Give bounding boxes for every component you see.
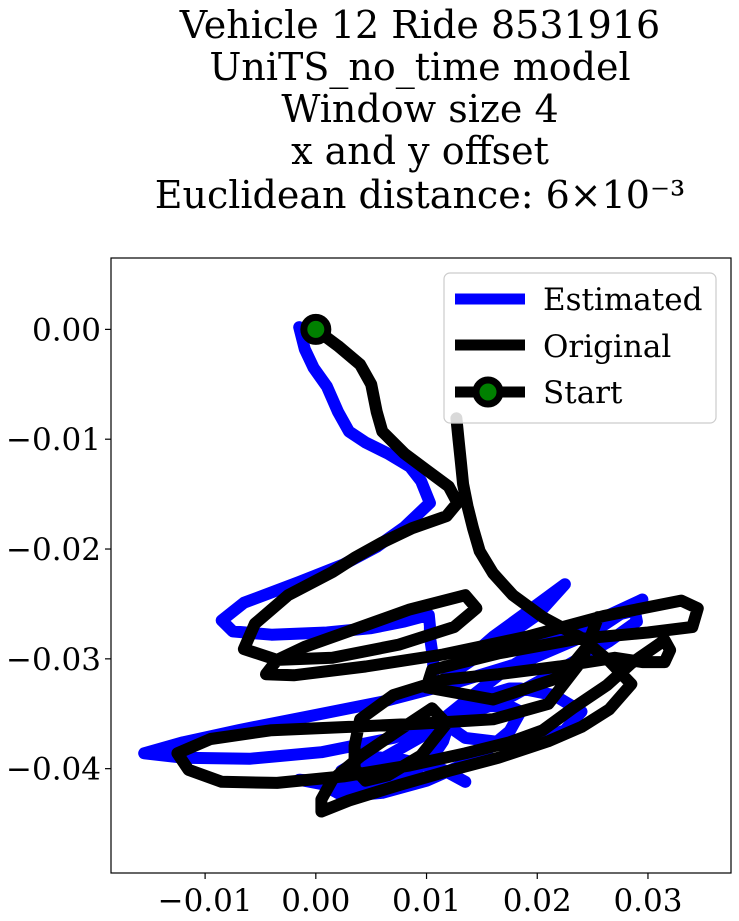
title-line-2: UniTS_no_time model	[209, 45, 630, 90]
y-tick-label: −0.03	[6, 642, 101, 678]
chart-title: Vehicle 12 Ride 8531916 UniTS_no_time mo…	[155, 3, 686, 217]
y-tick-label: −0.01	[6, 422, 101, 458]
y-axis: 0.00 −0.01 −0.02 −0.03 −0.04	[6, 312, 111, 788]
x-axis: −0.01 0.00 0.01 0.02 0.03	[158, 873, 682, 919]
title-line-4: x and y offset	[291, 129, 549, 173]
legend-swatch-start-marker	[472, 376, 504, 408]
series-layer	[138, 321, 704, 818]
legend-label-start: Start	[543, 375, 623, 411]
y-tick-label: 0.00	[32, 312, 101, 348]
start-marker	[300, 313, 332, 345]
x-tick-label: 0.02	[503, 883, 572, 919]
legend-label-estimated: Estimated	[543, 282, 702, 318]
x-tick-label: 0.00	[281, 883, 350, 919]
x-tick-label: 0.03	[613, 883, 682, 919]
x-tick-label: −0.01	[158, 883, 253, 919]
title-line-3: Window size 4	[281, 87, 558, 131]
title-line-1: Vehicle 12 Ride 8531916	[179, 3, 660, 47]
legend-label-original: Original	[543, 329, 671, 365]
start-layer	[300, 313, 332, 345]
y-tick-label: −0.04	[6, 752, 101, 788]
series-line-original	[171, 323, 704, 818]
title-line-5: Euclidean distance: 6×10⁻³	[155, 173, 686, 217]
y-tick-label: −0.02	[6, 532, 101, 568]
legend-box	[443, 272, 717, 424]
x-tick-label: 0.01	[392, 883, 461, 919]
plot-frame	[110, 257, 732, 874]
legend: Estimated Original Start	[443, 272, 717, 424]
